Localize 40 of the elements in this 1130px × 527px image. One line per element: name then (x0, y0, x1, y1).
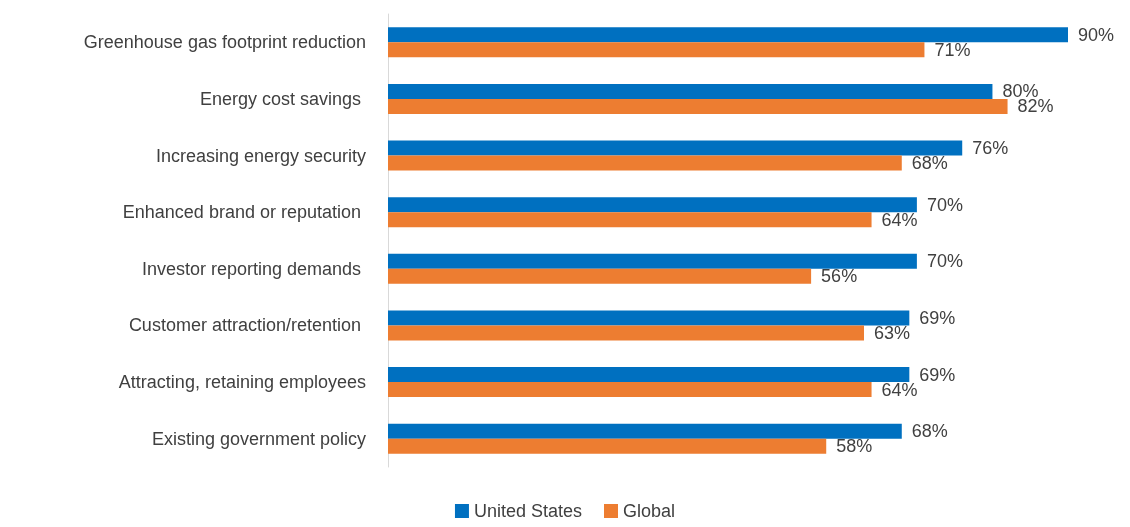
y-tick-label: Investor reporting demands (141, 258, 366, 279)
data-label: 69% (919, 364, 956, 385)
bar (388, 42, 925, 58)
data-label: 70% (926, 251, 963, 272)
y-tick-label: Customer attraction/retention (128, 315, 366, 336)
bar (388, 212, 872, 228)
y-tick-label: Energy cost savings (199, 88, 366, 109)
data-label: 63% (874, 322, 911, 343)
bar (388, 382, 872, 398)
y-tick-label: Existing government policy (151, 428, 366, 449)
y-tick-label: Enhanced brand or reputation (122, 202, 366, 223)
bar (388, 140, 963, 156)
bar (388, 310, 910, 326)
data-label: 58% (836, 436, 873, 457)
bar (388, 423, 902, 439)
data-label: 64% (881, 379, 918, 400)
bar (388, 438, 827, 454)
bar (388, 325, 864, 341)
legend-label: United States (473, 501, 583, 521)
bar (388, 268, 812, 284)
y-tick-label: Attracting, retaining employees (118, 372, 366, 393)
data-label: 64% (881, 209, 918, 230)
y-tick-label: Increasing energy security (155, 145, 366, 166)
data-label: 56% (821, 266, 858, 287)
bar (388, 253, 917, 269)
data-label: 90% (1078, 24, 1115, 45)
bar (388, 83, 993, 99)
y-tick-label: Greenhouse gas footprint reduction (83, 32, 366, 53)
data-label: 68% (911, 153, 948, 174)
data-label: 68% (911, 421, 948, 442)
bar (388, 27, 1068, 43)
data-label: 69% (919, 307, 956, 328)
data-label: 70% (926, 194, 963, 215)
bar (388, 98, 1008, 114)
bar (388, 155, 902, 171)
legend-label: Global (623, 501, 676, 521)
data-label: 71% (934, 39, 971, 60)
bar (388, 367, 910, 383)
data-label: 76% (972, 138, 1009, 159)
bar (388, 197, 917, 213)
